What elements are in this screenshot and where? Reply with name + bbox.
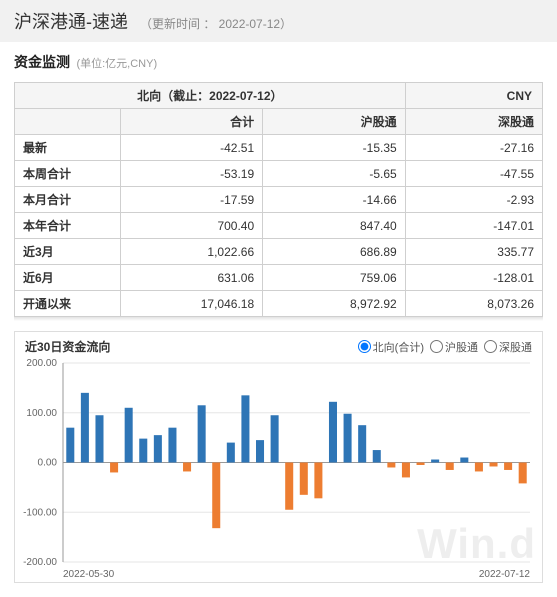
row-label: 开通以来 <box>15 291 121 317</box>
page-header: 沪深港通-速递 （更新时间 ： 2022-07-12） <box>0 0 557 42</box>
radio-shen[interactable]: 深股通 <box>484 339 532 355</box>
fund-table: 北向（截止：2022-07-12） CNY 合计 沪股通 深股通 最新-42.5… <box>14 82 543 317</box>
cell-hu: -14.66 <box>263 187 406 213</box>
col-blank <box>15 109 121 135</box>
svg-text:200.00: 200.00 <box>26 358 57 369</box>
row-label: 本周合计 <box>15 161 121 187</box>
cell-hu: -15.35 <box>263 135 406 161</box>
row-label: 近3月 <box>15 239 121 265</box>
update-time: （更新时间 ： 2022-07-12） <box>140 15 292 32</box>
cell-total: 700.40 <box>120 213 263 239</box>
radio-shen-input[interactable] <box>484 340 497 353</box>
cell-hu: 686.89 <box>263 239 406 265</box>
radio-northbound[interactable]: 北向(合计) <box>358 339 424 355</box>
svg-text:0.00: 0.00 <box>38 458 58 469</box>
monitor-title: 资金监测 <box>14 54 70 70</box>
cell-shen: -128.01 <box>405 265 542 291</box>
cell-total: 1,022.66 <box>120 239 263 265</box>
table-top-left: 北向（截止：2022-07-12） <box>15 83 406 109</box>
table-row: 本年合计700.40847.40-147.01 <box>15 213 543 239</box>
col-shen: 深股通 <box>405 109 542 135</box>
cell-hu: 8,972.92 <box>263 291 406 317</box>
cell-total: 631.06 <box>120 265 263 291</box>
table-row: 近6月631.06759.06-128.01 <box>15 265 543 291</box>
row-label: 近6月 <box>15 265 121 291</box>
chart-title: 近30日资金流向 <box>25 338 110 355</box>
cell-total: -42.51 <box>120 135 263 161</box>
col-total: 合计 <box>120 109 263 135</box>
row-label: 本月合计 <box>15 187 121 213</box>
cell-shen: -47.55 <box>405 161 542 187</box>
table-row: 近3月1,022.66686.89335.77 <box>15 239 543 265</box>
cell-total: -53.19 <box>120 161 263 187</box>
chart-panel: 近30日资金流向 北向(合计) 沪股通 深股通 -200.00 -100.00 0.… <box>14 331 543 583</box>
cell-total: 17,046.18 <box>120 291 263 317</box>
table-row: 本周合计-53.19-5.65-47.55 <box>15 161 543 187</box>
cell-shen: 335.77 <box>405 239 542 265</box>
cell-shen: 8,073.26 <box>405 291 542 317</box>
table-row: 本月合计-17.59-14.66-2.93 <box>15 187 543 213</box>
radio-hu[interactable]: 沪股通 <box>430 339 478 355</box>
chart-svg: -200.00 -100.00 0.00 100.00 200.00 2022-05-30… <box>15 357 540 582</box>
cell-total: -17.59 <box>120 187 263 213</box>
monitor-heading: 资金监测 (单位:亿元,CNY) <box>0 42 557 72</box>
radio-hu-input[interactable] <box>430 340 443 353</box>
svg-text:2022-07-12: 2022-07-12 <box>479 569 531 580</box>
chart-area: -200.00 -100.00 0.00 100.00 200.00 2022-05-30… <box>15 357 542 582</box>
svg-text:-100.00: -100.00 <box>23 507 57 518</box>
cell-hu: -5.65 <box>263 161 406 187</box>
row-label: 最新 <box>15 135 121 161</box>
col-hu: 沪股通 <box>263 109 406 135</box>
row-label: 本年合计 <box>15 213 121 239</box>
svg-text:100.00: 100.00 <box>26 408 57 419</box>
page-title: 沪深港通-速递 <box>14 8 128 34</box>
monitor-unit: (单位:亿元,CNY) <box>76 58 157 70</box>
chart-radio-group: 北向(合计) 沪股通 深股通 <box>358 339 532 355</box>
cell-shen: -27.16 <box>405 135 542 161</box>
cell-shen: -147.01 <box>405 213 542 239</box>
table-shadow <box>14 317 543 321</box>
cell-hu: 759.06 <box>263 265 406 291</box>
table-row: 最新-42.51-15.35-27.16 <box>15 135 543 161</box>
table-row: 开通以来17,046.188,972.928,073.26 <box>15 291 543 317</box>
radio-northbound-input[interactable] <box>358 340 371 353</box>
cell-hu: 847.40 <box>263 213 406 239</box>
svg-text:2022-05-30: 2022-05-30 <box>63 569 115 580</box>
cell-shen: -2.93 <box>405 187 542 213</box>
svg-text:-200.00: -200.00 <box>23 557 57 568</box>
table-top-right: CNY <box>405 83 542 109</box>
